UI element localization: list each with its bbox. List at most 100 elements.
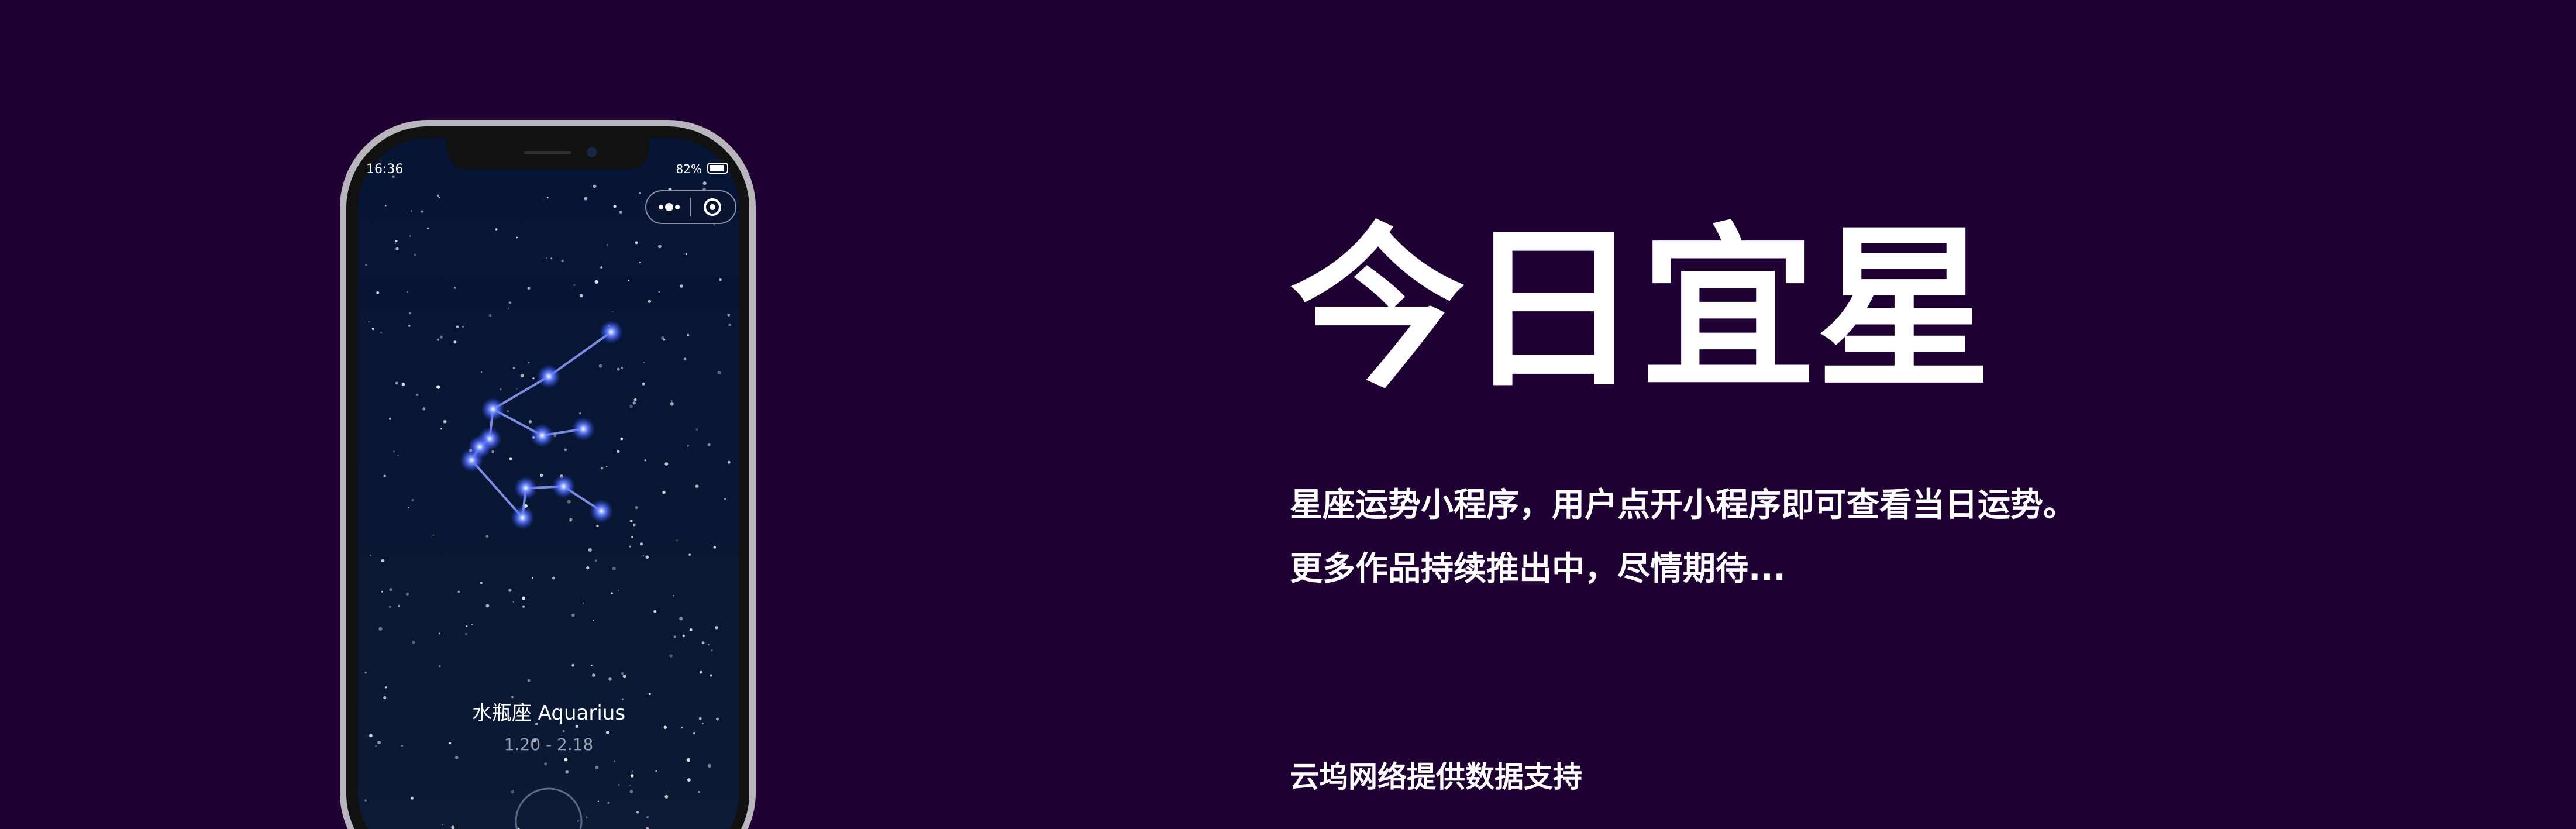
star — [613, 205, 617, 208]
constellation-star — [514, 476, 538, 500]
star — [636, 811, 639, 814]
battery-level — [710, 165, 724, 171]
star — [395, 242, 397, 244]
star — [593, 620, 594, 621]
star — [571, 663, 575, 667]
star — [681, 727, 683, 729]
constellation — [460, 320, 623, 529]
star — [642, 555, 645, 557]
star — [564, 758, 568, 762]
star — [601, 466, 604, 470]
star — [629, 545, 631, 548]
phone-screen — [358, 138, 739, 829]
star — [727, 313, 731, 317]
star — [683, 357, 687, 361]
star — [661, 336, 665, 340]
star — [688, 554, 690, 556]
star — [564, 448, 567, 452]
star — [620, 437, 624, 441]
star — [411, 498, 414, 502]
star — [693, 732, 695, 735]
star — [573, 284, 576, 286]
close-icon[interactable] — [704, 198, 721, 216]
star — [511, 696, 514, 699]
star — [605, 730, 609, 734]
star — [588, 548, 592, 552]
star — [584, 197, 588, 201]
date-range: 1.20 - 2.18 — [504, 735, 594, 754]
star — [550, 257, 553, 260]
star — [686, 758, 691, 762]
star — [552, 576, 555, 580]
star — [698, 717, 702, 720]
star — [464, 632, 468, 635]
star — [453, 287, 456, 289]
star — [561, 259, 564, 263]
star — [388, 606, 391, 608]
star — [438, 632, 440, 635]
description-line: 星座运势小程序，用户点开小程序即可查看当日运势。 — [1290, 486, 2076, 524]
star — [532, 577, 533, 579]
star — [516, 388, 518, 390]
bottom-button[interactable] — [515, 787, 583, 829]
menu-dot[interactable] — [659, 205, 663, 209]
star — [621, 698, 624, 700]
star — [648, 300, 652, 303]
star — [717, 370, 721, 375]
star — [466, 625, 468, 627]
star — [711, 649, 713, 652]
star — [389, 587, 393, 591]
constellation-star — [537, 364, 561, 388]
star — [369, 734, 373, 738]
star — [381, 590, 383, 593]
speaker — [524, 151, 571, 154]
star — [480, 582, 483, 584]
star — [571, 613, 575, 617]
star — [663, 725, 667, 729]
star — [456, 325, 459, 329]
star — [544, 762, 547, 766]
star — [600, 266, 603, 269]
star — [673, 635, 676, 638]
close-icon-dot[interactable] — [710, 204, 715, 210]
star — [508, 589, 512, 592]
star — [500, 388, 502, 391]
star — [635, 241, 638, 245]
footer-note: 云坞网络提供数据支持 — [1290, 760, 1582, 794]
star — [414, 253, 416, 256]
star — [628, 280, 630, 281]
star — [385, 205, 387, 207]
star — [395, 381, 398, 385]
star — [457, 590, 460, 593]
star — [595, 765, 599, 769]
star — [522, 605, 525, 608]
star — [702, 723, 704, 724]
star — [375, 745, 377, 747]
constellation-name: 水瓶座 Aquarius — [472, 701, 625, 725]
star — [545, 257, 547, 259]
star — [644, 459, 646, 462]
star — [630, 774, 634, 778]
star — [527, 287, 531, 290]
star — [593, 184, 597, 188]
star — [383, 696, 387, 700]
star — [676, 539, 678, 541]
star — [436, 385, 440, 389]
star — [713, 546, 717, 549]
star — [698, 790, 700, 793]
star — [512, 367, 515, 369]
star — [579, 412, 581, 415]
menu-dot[interactable] — [675, 205, 680, 209]
star — [621, 672, 624, 675]
star — [462, 325, 464, 328]
star — [495, 228, 498, 231]
status-time: 16:36 — [366, 162, 403, 177]
menu-dot[interactable] — [665, 203, 673, 211]
star — [364, 264, 367, 266]
star — [405, 592, 409, 596]
star — [397, 454, 399, 456]
star — [618, 784, 620, 786]
star — [381, 559, 385, 563]
star — [658, 291, 660, 293]
